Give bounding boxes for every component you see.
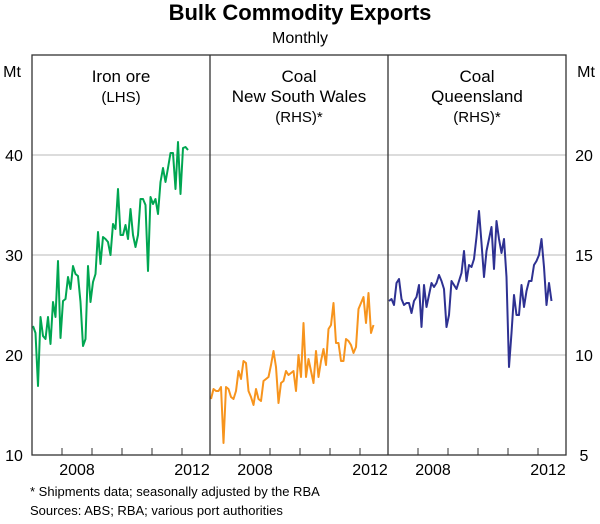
panel-title: New South Wales [232,87,366,106]
plot-frame [31,54,567,456]
left-tick-label: 40 [5,148,23,165]
left-axis-unit: Mt [3,64,21,81]
left-tick-label: 30 [5,248,23,265]
footnote: * Shipments data; seasonally adjusted by… [30,484,320,499]
panel-title: Coal [282,67,317,86]
right-tick-label: 10 [575,348,593,365]
x-tick-label: 2012 [352,462,388,479]
left-tick-label: 20 [5,348,23,365]
chart-title: Bulk Commodity Exports [168,0,432,25]
series-line-0 [32,141,189,387]
series-line-2 [388,210,553,368]
x-tick-label: 2008 [415,462,451,479]
chart-subtitle: Monthly [271,30,329,47]
sources-note: Sources: ABS; RBA; various port authorit… [30,503,283,518]
panel-title: Queensland [431,87,523,106]
x-tick-label: 2012 [530,462,566,479]
left-tick-label: 10 [5,448,23,465]
right-tick-label: 5 [580,448,589,465]
right-tick-label: 20 [575,148,593,165]
panel-title: Coal [460,67,495,86]
x-tick-label: 2008 [59,462,95,479]
right-axis-unit: Mt [577,64,595,81]
panel-title: (LHS) [101,89,140,106]
x-tick-label: 2008 [237,462,273,479]
series-line-1 [210,292,375,444]
panel-title: Iron ore [92,67,151,86]
x-tick-label: 2012 [174,462,210,479]
panel-title: (RHS)* [453,109,501,126]
right-tick-label: 15 [575,248,593,265]
panel-title: (RHS)* [275,109,323,126]
